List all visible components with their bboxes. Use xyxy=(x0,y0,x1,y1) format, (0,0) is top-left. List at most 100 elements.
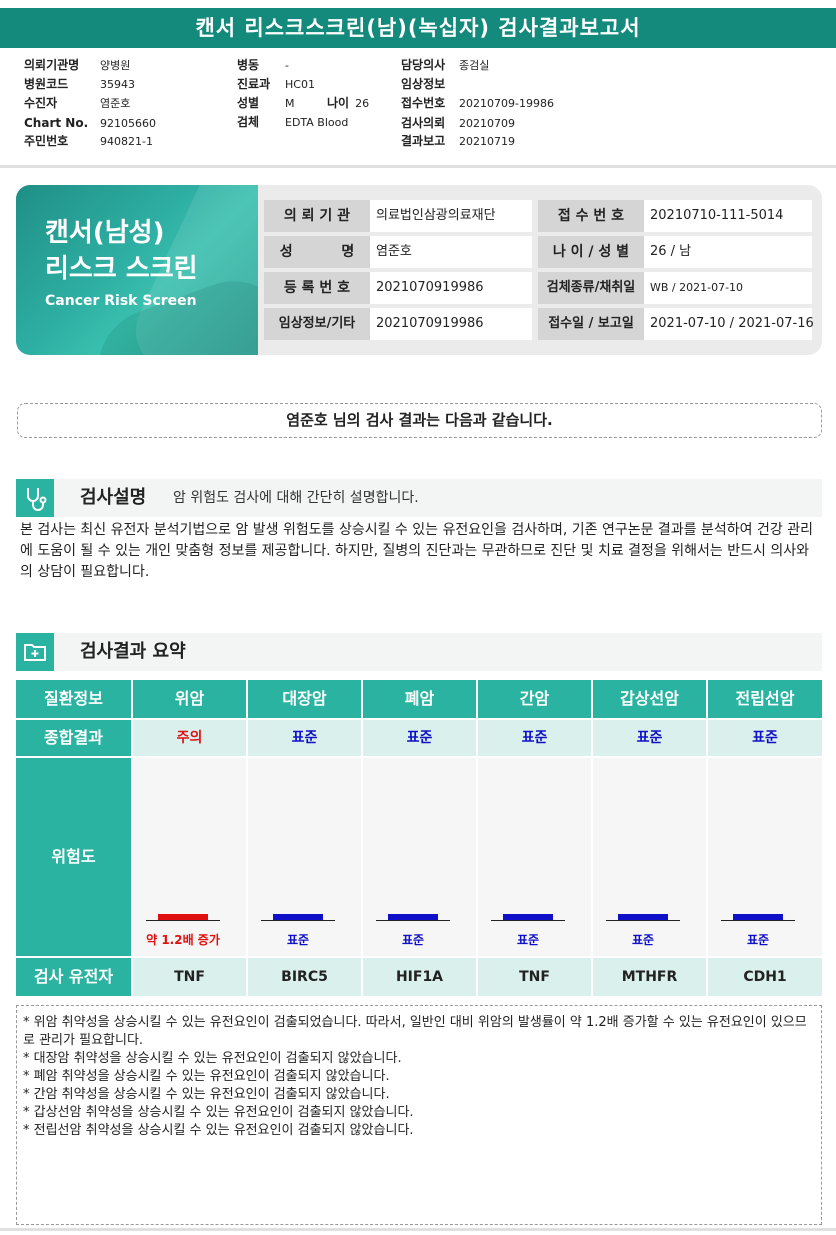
risk-cell-liver: 표준 xyxy=(478,758,591,956)
section-summary-header: 검사결과 요약 xyxy=(16,633,822,671)
card-value-dates: 2021-07-10 / 2021-07-16 xyxy=(644,308,814,340)
card-subtitle: Cancer Risk Screen xyxy=(45,293,197,309)
card-value-age-sex: 26 / 남 xyxy=(644,236,812,268)
header-age: 나이 26 xyxy=(327,96,370,110)
risk-baseline xyxy=(491,920,565,921)
report-title: 캔서 리스크스크린(남)(녹십자) 검사결과보고서 xyxy=(0,8,836,48)
stethoscope-icon xyxy=(16,479,54,517)
risk-bar xyxy=(273,914,323,920)
risk-bar xyxy=(158,914,208,920)
divider xyxy=(0,1228,836,1231)
header-resident-no: 주민번호 940821-1 xyxy=(24,134,153,148)
header-doctor: 담당의사 종검실 xyxy=(401,58,490,72)
divider xyxy=(0,165,836,168)
header-chart-no: Chart No. 92105660 xyxy=(24,116,156,130)
test-description: 본 검사는 최신 유전자 분석기법으로 암 발생 위험도를 상승시킬 수 있는 … xyxy=(20,522,813,580)
overall-result-liver: 표준 xyxy=(478,720,591,756)
gene-lung: HIF1A xyxy=(363,958,476,996)
header-ward: 병동 - xyxy=(237,58,289,72)
risk-baseline xyxy=(721,920,795,921)
section-title: 검사설명 xyxy=(80,487,147,508)
header-info: 의뢰기관명 양병원 병원코드 35943 수진자 염준호 Chart No. 92105… xyxy=(0,52,836,164)
card-value-receipt-no: 20210710-111-5014 xyxy=(644,200,812,232)
header-patient: 수진자 염준호 xyxy=(24,96,131,110)
card-key-name: 성 명 xyxy=(264,236,370,268)
col-header-thyroid: 갑상선암 xyxy=(593,680,706,718)
overall-result-thyroid: 표준 xyxy=(593,720,706,756)
risk-bar xyxy=(503,914,553,920)
overall-result-colorectal: 표준 xyxy=(248,720,361,756)
card-key-specimen: 검체종류/채취일 xyxy=(538,272,644,304)
note-item: * 대장암 취약성을 상승시킬 수 있는 유전요인이 검출되지 않았습니다. xyxy=(23,1051,402,1066)
section-title: 검사결과 요약 xyxy=(80,641,186,662)
risk-bar xyxy=(618,914,668,920)
overall-result-lung: 표준 xyxy=(363,720,476,756)
gene-colorectal: BIRC5 xyxy=(248,958,361,996)
section-description-header: 검사설명 암 위험도 검사에 대해 간단히 설명합니다. xyxy=(16,479,822,517)
note-item: * 갑상선암 취약성을 상승시킬 수 있는 유전요인이 검출되지 않았습니다. xyxy=(23,1105,414,1120)
card-value-specimen: WB / 2021-07-10 xyxy=(644,272,812,304)
risk-label: 표준 xyxy=(631,933,655,947)
card-key-clinical: 임상정보/기타 xyxy=(264,308,370,340)
card-banner xyxy=(16,185,258,355)
risk-baseline xyxy=(261,920,335,921)
gene-stomach: TNF xyxy=(133,958,246,996)
risk-cell-lung: 표준 xyxy=(363,758,476,956)
card-title: 캔서(남성) xyxy=(45,218,165,248)
risk-baseline xyxy=(376,920,450,921)
overall-result-prostate: 표준 xyxy=(708,720,822,756)
card-title-line2: 리스크 스크린 xyxy=(45,254,198,284)
col-header-prostate: 전립선암 xyxy=(708,680,822,718)
risk-cell-colorectal: 표준 xyxy=(248,758,361,956)
header-hospital: 의뢰기관명 양병원 xyxy=(24,58,131,72)
gene-prostate: CDH1 xyxy=(708,958,822,996)
risk-cell-thyroid: 표준 xyxy=(593,758,706,956)
col-header-liver: 간암 xyxy=(478,680,591,718)
risk-label: 표준 xyxy=(516,933,540,947)
header-clinical-info: 임상정보 xyxy=(401,77,446,91)
card-value-clinical: 2021070919986 xyxy=(370,308,532,340)
card-key-institution: 의 뢰 기 관 xyxy=(264,200,370,232)
card-key-receipt-no: 접 수 번 호 xyxy=(538,200,644,232)
risk-cell-stomach: 약 1.2배 증가 xyxy=(133,758,246,956)
medical-folder-icon xyxy=(16,633,54,671)
card-key-age-sex: 나 이 / 성 별 xyxy=(538,236,644,268)
risk-label: 약 1.2배 증가 xyxy=(146,933,220,947)
col-header-stomach: 위암 xyxy=(133,680,246,718)
row-label-disease: 질환정보 xyxy=(16,680,131,718)
header-request-date: 검사의뢰 20210709 xyxy=(401,116,515,130)
header-report-date: 결과보고 20210719 xyxy=(401,134,515,148)
col-header-colorectal: 대장암 xyxy=(248,680,361,718)
header-hospital-code: 병원코드 35943 xyxy=(24,77,135,91)
header-receipt-no: 접수번호 20210709-19986 xyxy=(401,96,554,110)
risk-baseline xyxy=(146,920,220,921)
risk-cell-prostate: 표준 xyxy=(708,758,822,956)
col-header-lung: 폐암 xyxy=(363,680,476,718)
row-label-overall: 종합결과 xyxy=(16,720,131,756)
note-item: * 위암 취약성을 상승시킬 수 있는 유전요인이 검출되었습니다. 따라서, … xyxy=(23,1015,807,1048)
note-item: * 간암 취약성을 상승시킬 수 있는 유전요인이 검출되지 않았습니다. xyxy=(23,1087,390,1102)
note-item: * 전립선암 취약성을 상승시킬 수 있는 유전요인이 검출되지 않았습니다. xyxy=(23,1123,414,1138)
gene-thyroid: MTHFR xyxy=(593,958,706,996)
section-subtitle: 암 위험도 검사에 대해 간단히 설명합니다. xyxy=(173,490,419,506)
gene-liver: TNF xyxy=(478,958,591,996)
risk-bar xyxy=(388,914,438,920)
result-notes: * 위암 취약성을 상승시킬 수 있는 유전요인이 검출되었습니다. 따라서, … xyxy=(16,1005,822,1225)
card-key-reg-no: 등 록 번 호 xyxy=(264,272,370,304)
overall-result-stomach: 주의 xyxy=(133,720,246,756)
row-label-risk: 위험도 xyxy=(16,758,131,956)
card-value-institution: 의료법인삼광의료재단 xyxy=(370,200,532,232)
result-greeting: 염준호 님의 검사 결과는 다음과 같습니다. xyxy=(17,403,822,438)
header-specimen: 검체 EDTA Blood xyxy=(237,115,349,129)
header-department: 진료과 HC01 xyxy=(237,77,315,91)
card-key-dates: 접수일 / 보고일 xyxy=(538,308,644,340)
risk-baseline xyxy=(606,920,680,921)
header-sex: 성별 M xyxy=(237,96,295,110)
risk-label: 표준 xyxy=(286,933,310,947)
risk-label: 표준 xyxy=(746,933,770,947)
risk-bar xyxy=(733,914,783,920)
risk-label: 표준 xyxy=(401,933,425,947)
note-item: * 폐암 취약성을 상승시킬 수 있는 유전요인이 검출되지 않았습니다. xyxy=(23,1069,390,1084)
row-label-gene: 검사 유전자 xyxy=(16,958,131,996)
card-value-reg-no: 2021070919986 xyxy=(370,272,532,304)
